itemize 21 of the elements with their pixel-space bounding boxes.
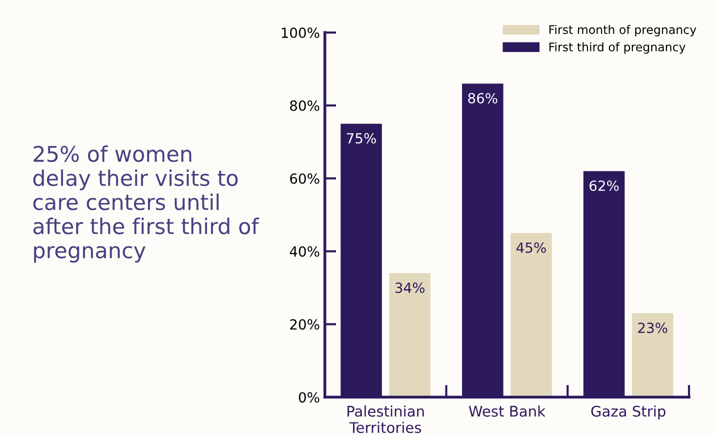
y-tick-label: 20% — [290, 319, 320, 330]
y-tick-label: 80% — [290, 100, 320, 111]
bar — [389, 273, 430, 398]
y-tick-label: 0% — [298, 392, 320, 403]
data-label: 86% — [468, 92, 498, 104]
y-tick-label: 60% — [290, 173, 320, 184]
data-label: 23% — [638, 322, 668, 334]
data-label: 62% — [590, 180, 619, 191]
data-label: 45% — [516, 242, 546, 253]
bar — [632, 313, 674, 398]
x-tick-label: Gaza Strip — [591, 405, 666, 420]
legend-label: First month of pregnancy — [549, 24, 696, 36]
x-tick-label: Palestinian Territories — [348, 405, 424, 434]
bar — [510, 233, 552, 398]
y-tick-label: 40% — [290, 246, 320, 257]
y-tick-label: 100% — [282, 28, 320, 38]
legend-label: First third of pregnancy — [549, 42, 686, 54]
text: 25% of women delay their visits to care centers until after the first third of pregnancy — [33, 145, 260, 263]
x-tick-label: West Bank — [468, 405, 546, 417]
data-label: 75% — [346, 133, 376, 144]
data-label: 34% — [395, 282, 425, 294]
